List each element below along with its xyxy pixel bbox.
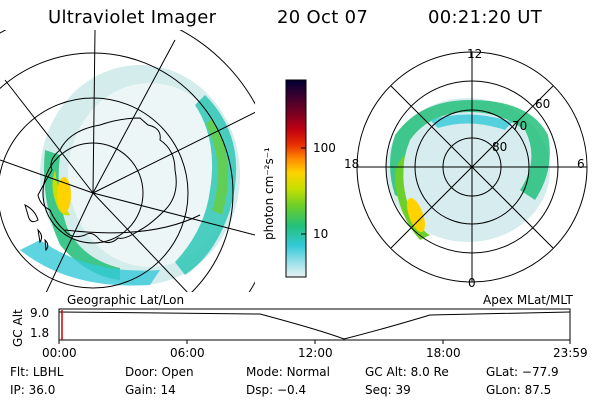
meta-mode: Mode: Normal — [246, 365, 330, 379]
gc-alt-trace — [58, 311, 571, 340]
aurora-emission-left — [20, 65, 240, 286]
colorbar — [285, 79, 307, 278]
mlat-label-60: 60 — [535, 97, 551, 111]
gc-alt-plot — [58, 308, 571, 344]
time-label: 00:21:20 UT — [428, 7, 543, 28]
meta-flt: Flt: LBHL — [10, 365, 64, 379]
colorbar-unit-label: photon cm⁻²s⁻¹ — [262, 147, 276, 240]
mlt-label-18: 18 — [344, 157, 360, 171]
geographic-map — [0, 30, 255, 292]
mlt-label-12: 12 — [467, 47, 483, 61]
figure-title: Ultraviolet Imager — [48, 7, 217, 28]
mlat-label-80: 80 — [492, 140, 508, 154]
meta-seq: Seq: 39 — [365, 383, 411, 397]
gc-alt-xtick-0600: 06:00 — [170, 346, 205, 360]
meta-dsp: Dsp: −0.4 — [246, 383, 307, 397]
date-label: 20 Oct 07 — [277, 7, 369, 28]
mlt-label-0: 0 — [468, 276, 476, 290]
gc-alt-xtick-1200: 12:00 — [298, 346, 333, 360]
mlat-label-70: 70 — [512, 119, 528, 133]
gc-alt-ylabel: GC Alt — [11, 309, 25, 347]
antarctica-coastline — [37, 117, 177, 244]
gc-alt-xtick-0000: 00:00 — [42, 346, 77, 360]
gc-alt-xtick-1800: 18:00 — [426, 346, 461, 360]
right-panel-caption: Apex MLat/MLT — [483, 293, 573, 307]
gc-alt-xtick-2359: 23:59 — [553, 346, 588, 360]
latitude-circles — [0, 30, 255, 292]
meta-gc-alt: GC Alt: 8.0 Re — [365, 365, 449, 379]
meta-glon: GLon: 87.5 — [486, 383, 552, 397]
gc-alt-ytick-1.8: 1.8 — [30, 326, 50, 340]
mlt-polar-plot — [356, 51, 588, 283]
meridian-lines — [0, 30, 255, 292]
meta-gain: Gain: 14 — [125, 383, 176, 397]
terminator-arc — [64, 214, 201, 234]
gc-alt-ytick-9: 9.0 — [30, 306, 50, 320]
meta-glat: GLat: −77.9 — [486, 365, 559, 379]
left-panel-caption: Geographic Lat/Lon — [67, 293, 185, 307]
meta-door: Door: Open — [125, 365, 194, 379]
mlt-label-6: 6 — [577, 157, 585, 171]
colorbar-tick-10: 10 — [313, 227, 329, 241]
meta-ip: IP: 36.0 — [10, 383, 56, 397]
colorbar-tick-100: 100 — [313, 141, 336, 155]
